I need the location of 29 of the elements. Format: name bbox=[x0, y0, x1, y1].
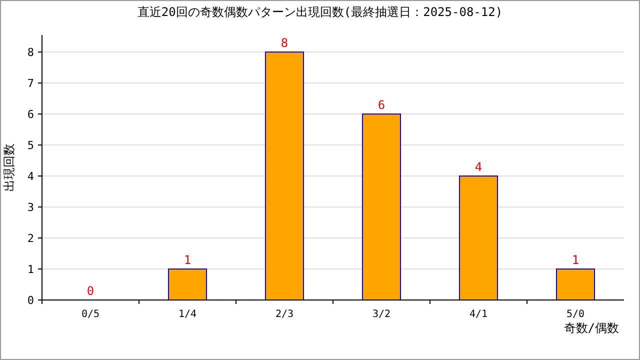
y-tick-label: 2 bbox=[27, 232, 34, 246]
bar bbox=[265, 52, 304, 300]
data-label: 8 bbox=[280, 36, 288, 50]
y-tick-label: 0 bbox=[27, 294, 34, 307]
y-tick-label: 3 bbox=[27, 201, 34, 214]
y-tick-label: 7 bbox=[27, 77, 34, 90]
data-label: 1 bbox=[184, 253, 192, 268]
chart-title: 直近20回の奇数偶数パターン出現回数(最終抽選日：2025-08-12) bbox=[137, 5, 503, 19]
bar bbox=[459, 176, 498, 300]
bar bbox=[556, 268, 595, 300]
x-tick-label: 3/2 bbox=[372, 309, 391, 320]
y-tick-label: 4 bbox=[27, 170, 34, 184]
data-label: 1 bbox=[572, 253, 580, 268]
y-axis-title: 出現回数 bbox=[2, 144, 16, 192]
data-label: 6 bbox=[378, 98, 386, 112]
x-tick-label: 0/5 bbox=[81, 309, 100, 320]
bar bbox=[168, 268, 207, 300]
data-label: 4 bbox=[474, 160, 482, 174]
x-tick-label: 5/0 bbox=[566, 309, 585, 320]
y-tick-label: 8 bbox=[27, 46, 34, 60]
y-tick-label: 5 bbox=[27, 139, 34, 152]
x-tick-label: 4/1 bbox=[469, 309, 488, 320]
y-tick-label: 1 bbox=[27, 263, 34, 276]
x-tick-label: 2/3 bbox=[275, 309, 294, 320]
x-axis-title: 奇数/偶数 bbox=[564, 321, 619, 335]
data-label: 0 bbox=[86, 284, 94, 298]
bar bbox=[362, 114, 401, 300]
y-tick-label: 6 bbox=[27, 108, 34, 122]
x-tick-label: 1/4 bbox=[178, 309, 197, 320]
